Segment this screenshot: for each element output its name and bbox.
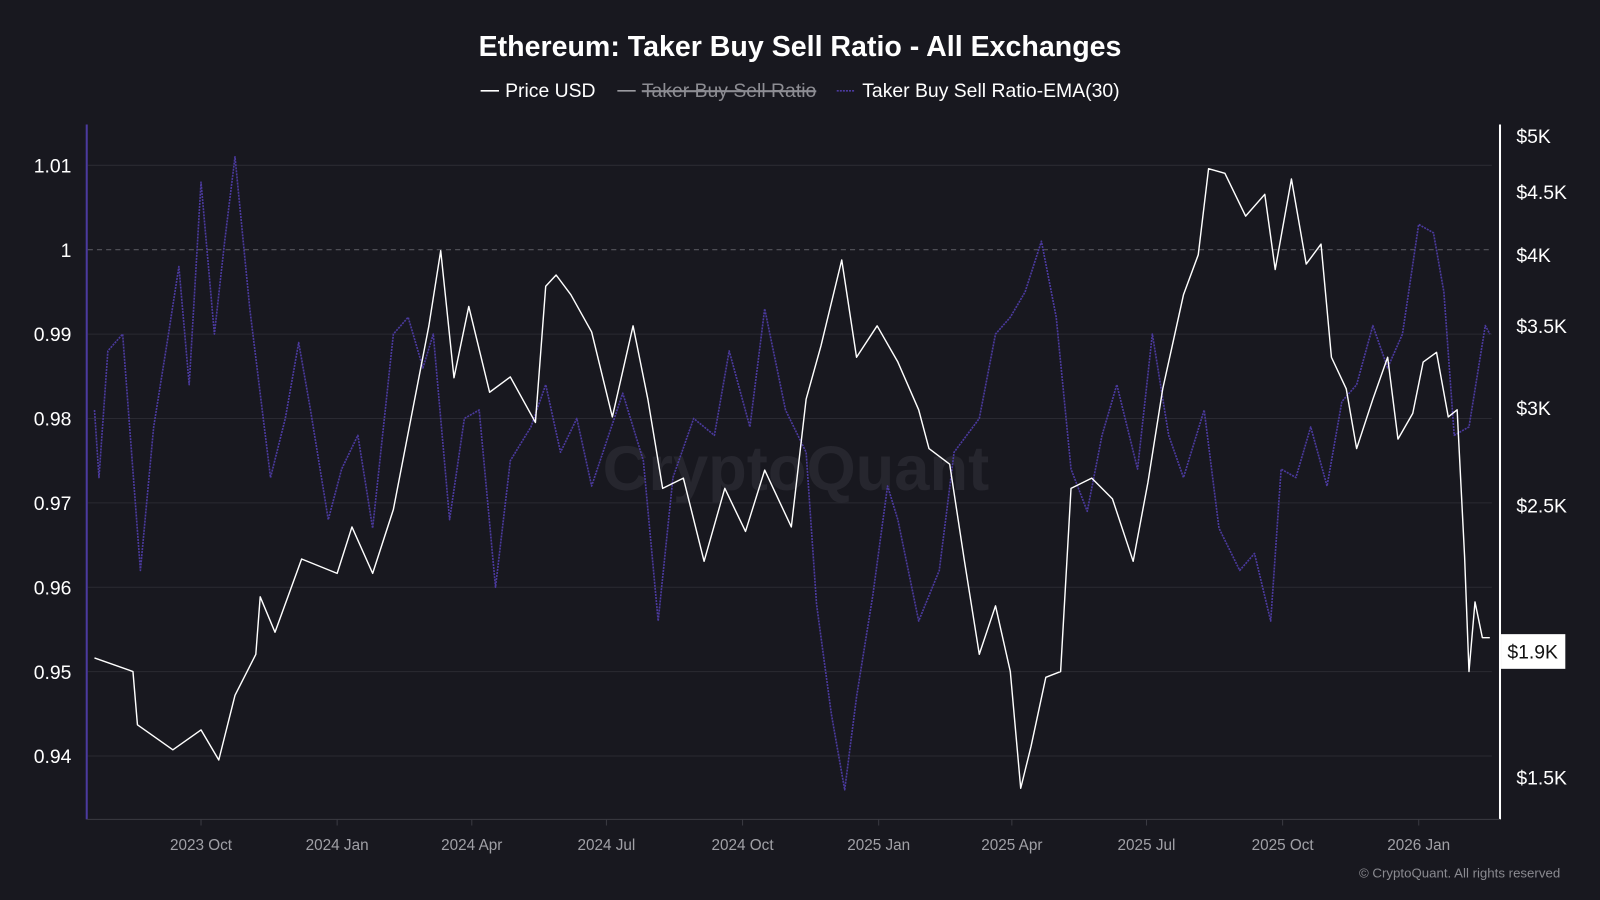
legend-label-ema: Taker Buy Sell Ratio-EMA(30) bbox=[862, 80, 1119, 102]
left-tick-label: 0.99 bbox=[34, 324, 72, 346]
right-tick-label: $2.5K bbox=[1516, 495, 1567, 517]
left-axis-ticks: 1.01 1 0.99 0.98 0.97 0.96 0.95 0.94 bbox=[34, 155, 72, 768]
x-tick-label: 2024 Jul bbox=[578, 837, 636, 854]
left-tick-label: 0.98 bbox=[34, 409, 72, 431]
legend: Price USD Taker Buy Sell Ratio Taker Buy… bbox=[480, 80, 1120, 102]
left-tick-label: 1 bbox=[61, 240, 72, 262]
x-tick-label: 2024 Oct bbox=[712, 837, 775, 854]
left-tick-label: 0.94 bbox=[34, 746, 72, 768]
x-tick-label: 2025 Apr bbox=[981, 837, 1042, 854]
copyright: © CryptoQuant. All rights reserved bbox=[1359, 866, 1560, 881]
left-tick-label: 0.96 bbox=[34, 577, 72, 599]
price-series-line bbox=[94, 167, 1490, 789]
right-tick-label: $3K bbox=[1516, 398, 1551, 420]
left-tick-label: 1.01 bbox=[34, 155, 72, 177]
x-tick-label: 2023 Oct bbox=[170, 837, 233, 854]
right-tick-label: $1.5K bbox=[1516, 768, 1567, 790]
left-tick-label: 0.97 bbox=[34, 493, 72, 515]
right-tick-label: $5K bbox=[1516, 126, 1551, 148]
x-tick-label: 2024 Jan bbox=[306, 837, 369, 854]
legend-item-ema[interactable]: Taker Buy Sell Ratio-EMA(30) bbox=[836, 80, 1120, 102]
right-tick-label: $3.5K bbox=[1516, 316, 1567, 338]
x-tick-label: 2025 Oct bbox=[1252, 837, 1315, 854]
x-tick-label: 2024 Apr bbox=[441, 837, 502, 854]
current-price-label: $1.9K bbox=[1507, 642, 1558, 664]
legend-label-price: Price USD bbox=[505, 80, 595, 102]
series-group bbox=[93, 156, 1491, 791]
right-tick-label: $4.5K bbox=[1516, 182, 1567, 204]
right-tick-label: $4K bbox=[1516, 245, 1551, 267]
left-tick-label: 0.95 bbox=[34, 662, 72, 684]
legend-item-ratio[interactable]: Taker Buy Sell Ratio bbox=[617, 80, 816, 102]
ema-series-line bbox=[93, 156, 1491, 791]
chart-title: Ethereum: Taker Buy Sell Ratio - All Exc… bbox=[479, 31, 1122, 63]
current-price-marker: $1.9K bbox=[1501, 634, 1566, 669]
x-axis-ticks: 2023 Oct 2024 Jan 2024 Apr 2024 Jul 2024 Oct… bbox=[170, 819, 1450, 854]
x-tick-label: 2025 Jul bbox=[1118, 837, 1176, 854]
gridlines bbox=[87, 164, 1492, 757]
x-tick-label: 2025 Jan bbox=[847, 837, 910, 854]
right-axis-ticks: $5K $4.5K $4K $3.5K $3K $2.5K $1.5K bbox=[1516, 126, 1567, 790]
legend-item-price[interactable]: Price USD bbox=[480, 80, 596, 102]
x-tick-label: 2026 Jan bbox=[1387, 837, 1450, 854]
